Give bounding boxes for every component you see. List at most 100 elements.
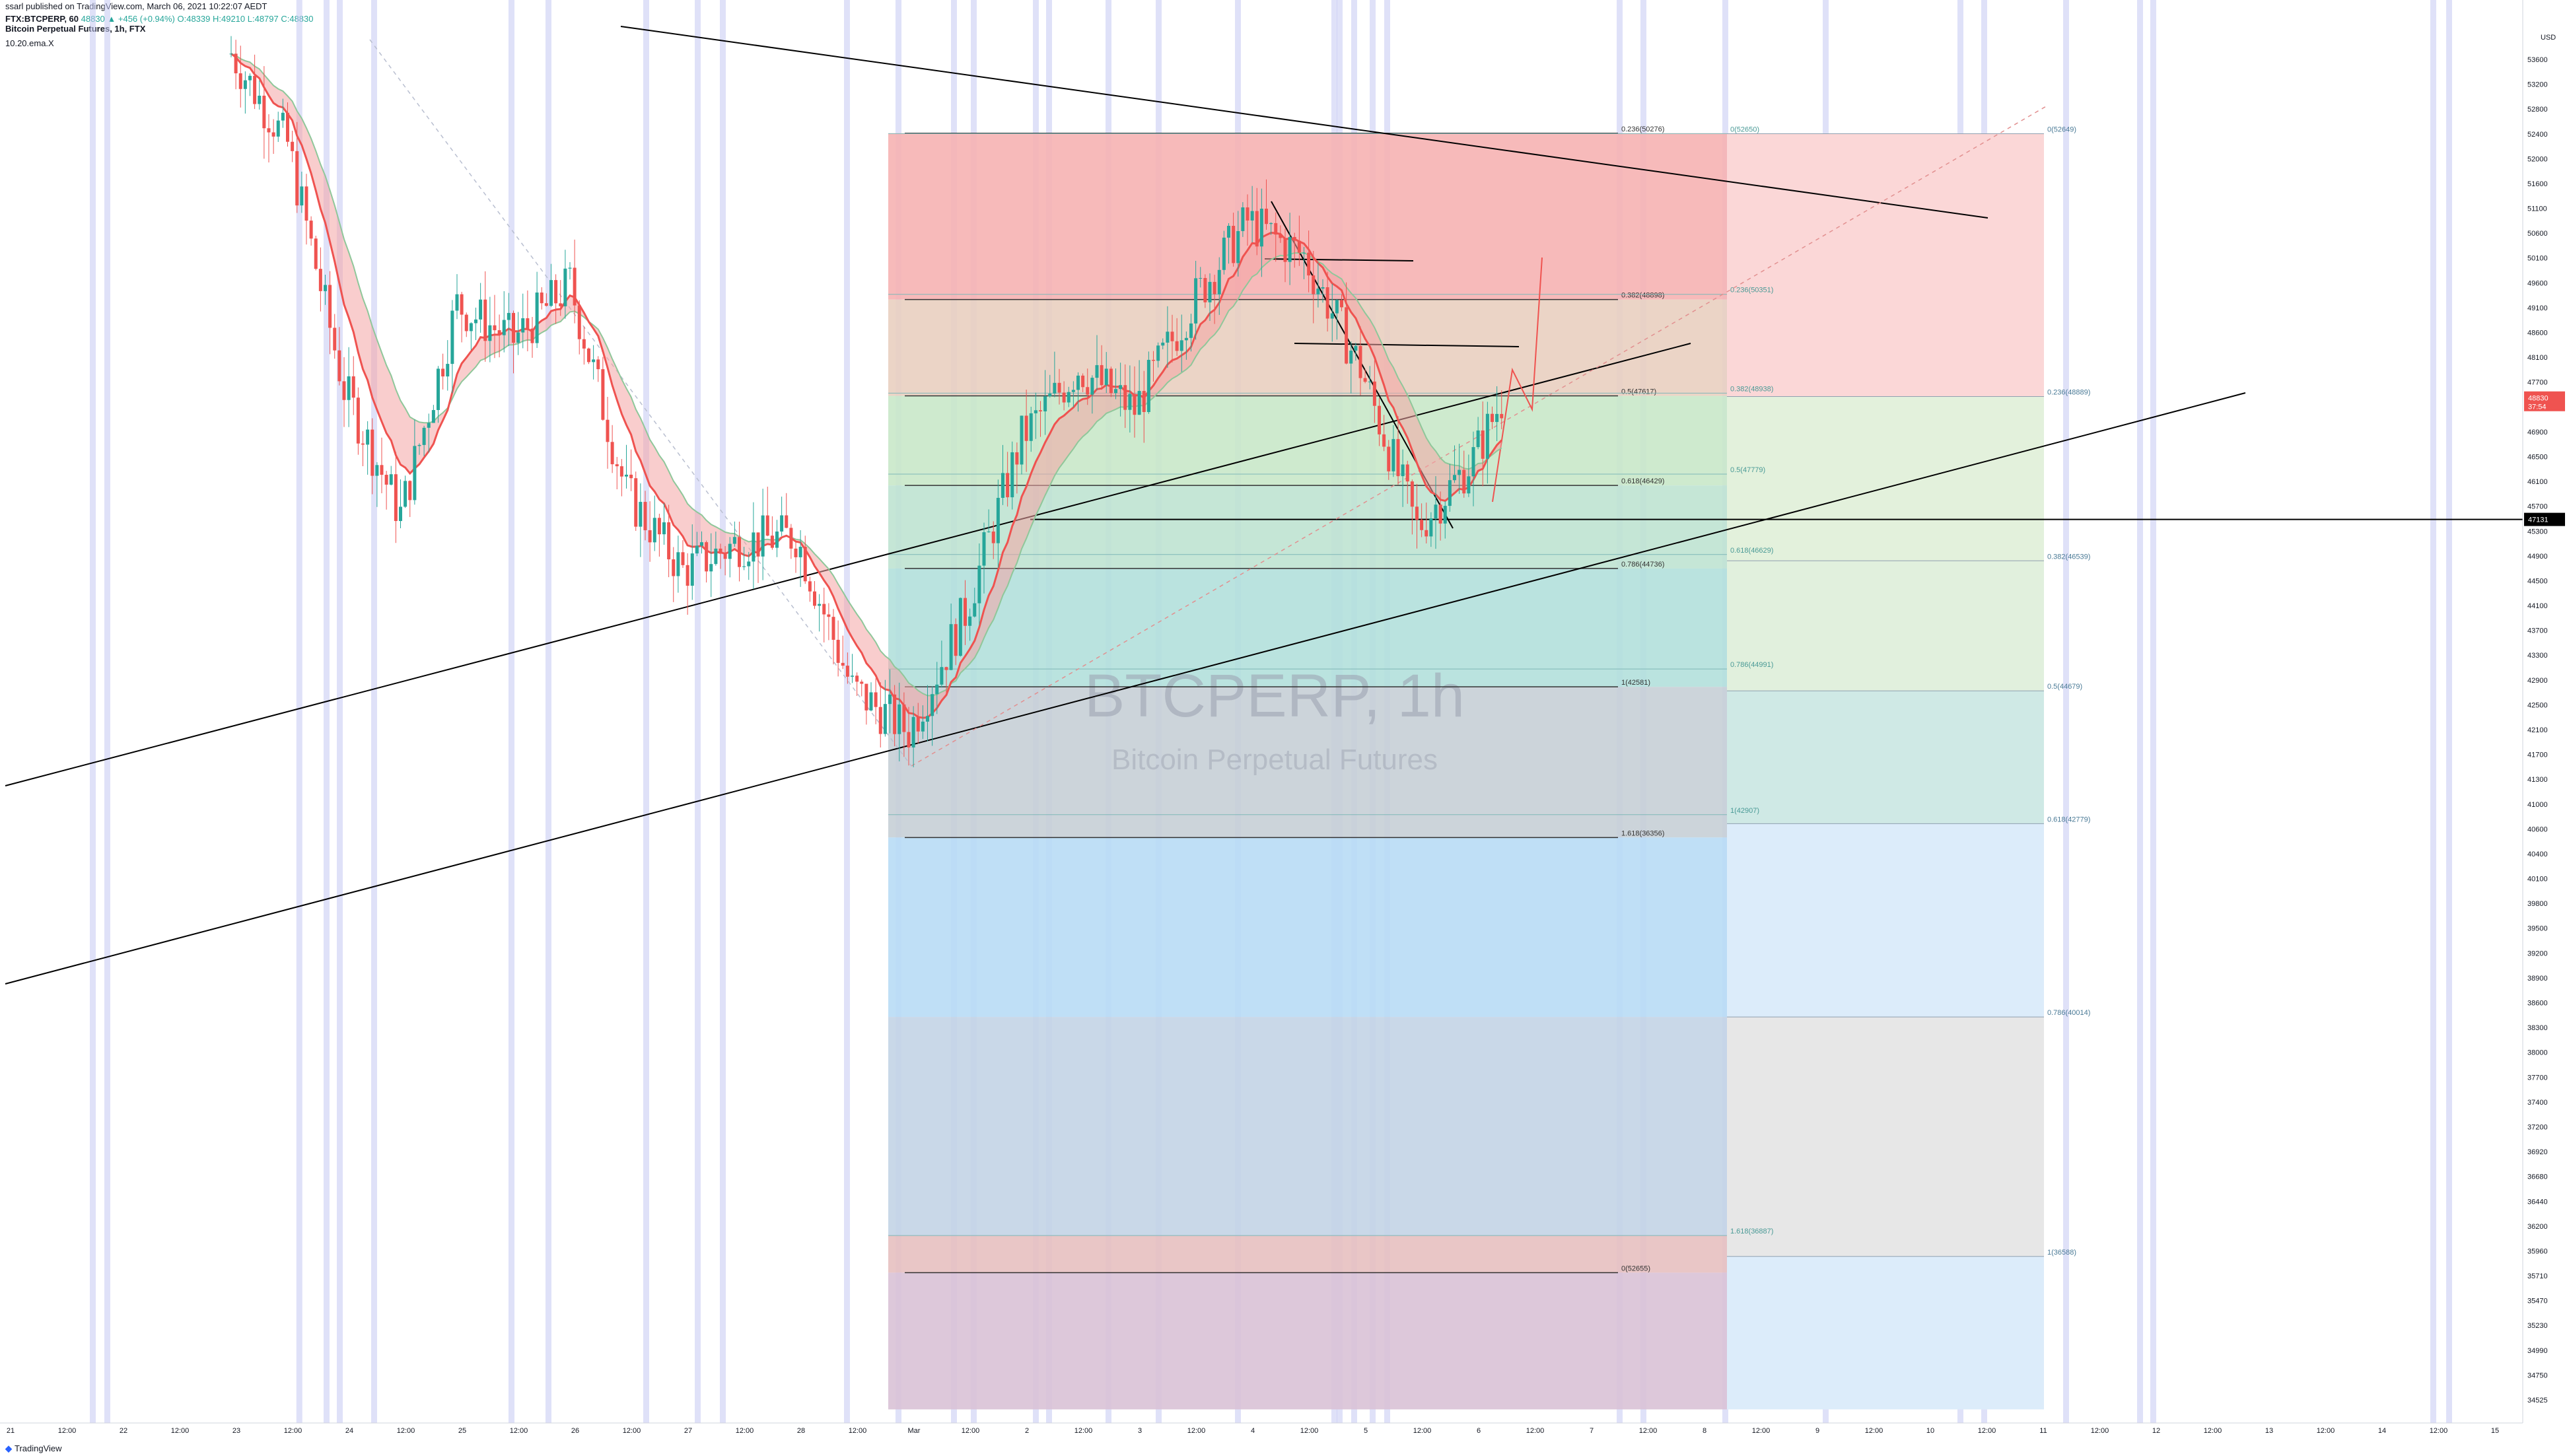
price-tick-label: 36200: [2527, 1223, 2548, 1231]
time-tick-label: 10: [1926, 1427, 1934, 1435]
time-tick-label: 3: [1138, 1427, 1142, 1435]
fib-level-label: 0.236(50276): [1621, 125, 1664, 133]
candle-body: [818, 604, 822, 606]
candle-body: [1467, 476, 1471, 494]
candle-body: [1029, 413, 1033, 441]
candle-body: [1438, 504, 1442, 524]
candle-body: [911, 716, 915, 747]
candle-body: [1133, 394, 1137, 415]
candle-body: [765, 515, 769, 536]
candle-body: [1325, 287, 1329, 319]
candle-body: [747, 561, 751, 567]
fib-level-label: 0.382(48898): [1621, 292, 1664, 300]
candle-body: [709, 564, 713, 572]
candle-body: [469, 323, 473, 331]
time-tick-label: 27: [684, 1427, 692, 1435]
candle-body: [389, 474, 393, 485]
candle-body: [615, 464, 619, 467]
candle-body: [756, 532, 760, 557]
candle-body: [592, 359, 596, 363]
candle-body: [248, 75, 252, 81]
price-tick-label: 50100: [2527, 255, 2548, 263]
price-tick-label: 43300: [2527, 652, 2548, 660]
candle-body: [643, 502, 647, 530]
candle-body: [667, 522, 671, 560]
time-tick-label: 12:00: [962, 1427, 980, 1435]
candle-body: [1179, 340, 1183, 351]
session-band: [337, 0, 343, 1423]
candle-body: [1161, 342, 1165, 346]
candle-body: [488, 325, 492, 341]
candle-body: [672, 559, 676, 576]
candle-body: [648, 530, 652, 543]
price-tick-label: 52400: [2527, 131, 2548, 139]
price-tick-label: 36680: [2527, 1173, 2548, 1181]
fib-level-label: 0.618(46429): [1621, 477, 1664, 485]
price-tick-label: 37700: [2527, 1074, 2548, 1082]
trendline: [620, 26, 1988, 219]
price-tick-label: 42500: [2527, 701, 2548, 709]
time-tick-label: 12:00: [1074, 1427, 1093, 1435]
candle-body: [427, 423, 431, 428]
time-tick-label: 12:00: [2317, 1427, 2335, 1435]
candle-body: [1358, 345, 1362, 378]
price-tick-label: 44100: [2527, 602, 2548, 610]
symbol-title: Bitcoin Perpetual Futures, 1h, FTX: [5, 24, 146, 34]
fib-zones: [888, 133, 2044, 1410]
indicator-label: 10.20.ema.X: [5, 38, 54, 48]
candle-body: [686, 565, 689, 586]
price-tick-label: 52000: [2527, 155, 2548, 163]
candle-body: [780, 515, 784, 532]
candle-body: [526, 318, 530, 329]
fib-zone: [1727, 561, 2044, 691]
candle-body: [813, 591, 816, 606]
price-tick-label: 53200: [2527, 81, 2548, 89]
candle-body: [394, 474, 398, 522]
fib-level-label: 0.618(46629): [1730, 547, 1773, 555]
candle-body: [968, 616, 972, 626]
time-tick-label: 6: [1477, 1427, 1481, 1435]
time-tick-label: 26: [571, 1427, 579, 1435]
session-band: [545, 0, 551, 1423]
current-price-label: 48830: [2528, 395, 2549, 403]
time-tick-label: 5: [1364, 1427, 1368, 1435]
fib-zone: [888, 568, 1727, 687]
price-tick-label: 49100: [2527, 304, 2548, 312]
horizontal-line-tag: [2524, 512, 2565, 526]
candle-body: [1307, 252, 1311, 276]
candle-body: [869, 692, 873, 711]
price-tick-label: 35710: [2527, 1272, 2548, 1280]
candle-body: [474, 319, 477, 324]
fib-level-label: 0(52655): [1621, 1265, 1650, 1272]
candle-body: [408, 481, 412, 501]
candle-body: [1462, 469, 1466, 494]
footer-brand[interactable]: ◆ TradingView: [5, 1443, 62, 1454]
candle-body: [1340, 300, 1343, 308]
candle-body: [1382, 434, 1386, 447]
ohlc-readout: 48830 ▲ +456 (+0.94%) O:48339 H:49210 L:…: [81, 14, 314, 24]
candle-body: [544, 303, 548, 306]
candle-body: [1156, 345, 1160, 361]
fib-level-label: 0(52649): [2047, 125, 2076, 133]
candle-body: [404, 481, 407, 507]
trendline: [5, 392, 2246, 985]
candle-body: [949, 624, 953, 670]
price-tick-label: 47700: [2527, 379, 2548, 387]
candle-body: [1114, 389, 1117, 394]
fib-level-label: 1.618(36356): [1621, 829, 1664, 837]
time-tick-label: 8: [1703, 1427, 1706, 1435]
candle-body: [1095, 364, 1099, 378]
candle-body: [1184, 337, 1188, 341]
candle-body: [1420, 520, 1424, 530]
candle-body: [836, 639, 840, 663]
symbol-ticker: FTX:BTCPERP, 60: [5, 14, 79, 24]
price-tick-label: 44500: [2527, 577, 2548, 585]
time-tick-label: 12:00: [1978, 1427, 1996, 1435]
candle-body: [1292, 236, 1296, 241]
candle-body: [1020, 415, 1024, 465]
candle-body: [1330, 313, 1334, 319]
candle-body: [888, 694, 892, 705]
candle-body: [1090, 378, 1094, 395]
candle-body: [921, 721, 925, 732]
